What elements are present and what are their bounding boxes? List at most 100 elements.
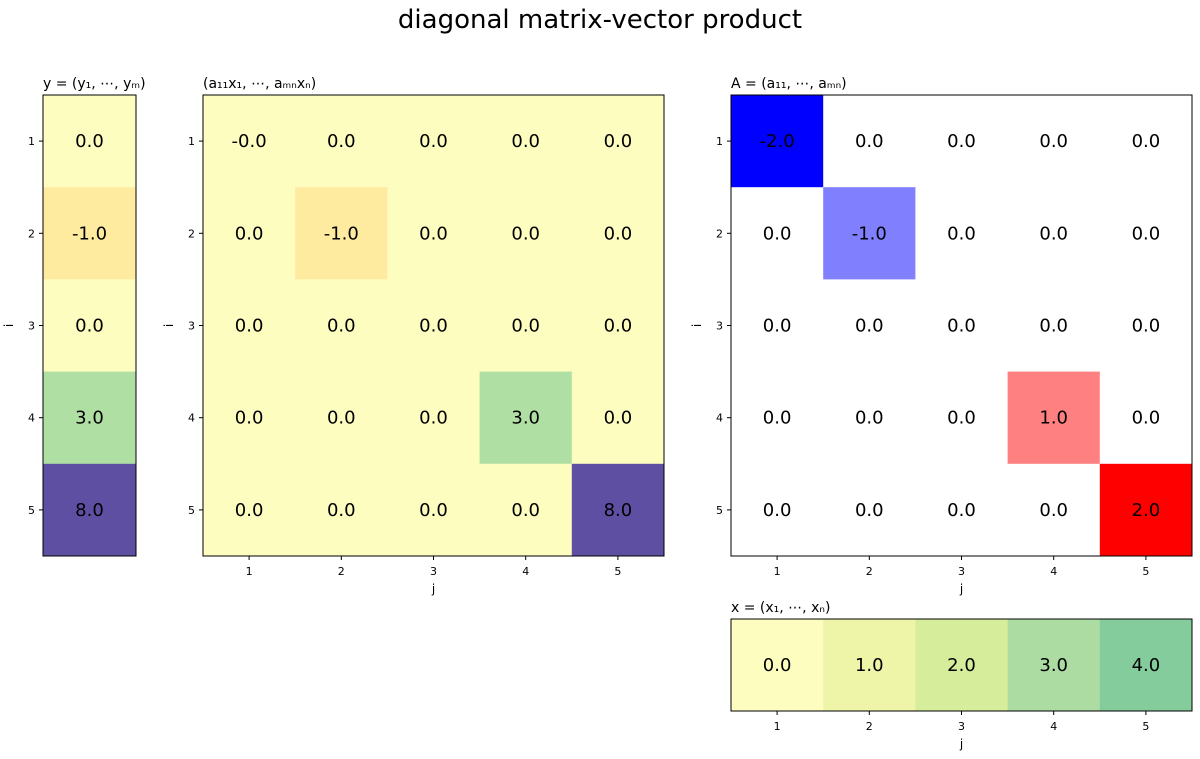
cell-value-label: 0.0	[1132, 223, 1161, 244]
heatmap-cell	[1099, 187, 1193, 280]
heatmap-cell	[203, 95, 296, 188]
heatmap-cell	[387, 371, 481, 465]
heatmap-cell	[1099, 279, 1193, 373]
row-tick-label: 5	[28, 504, 35, 517]
col-tick-label: 1	[774, 720, 781, 733]
heatmap-cell	[823, 619, 916, 712]
heatmap-cell	[571, 371, 665, 465]
x-axis-label: j	[959, 737, 963, 751]
col-tick-label: 3	[958, 720, 965, 733]
heatmap-cell	[731, 95, 824, 188]
heatmap-cell	[295, 371, 388, 465]
cell-value-label: -1.0	[324, 223, 359, 244]
heatmap-cell	[731, 463, 824, 557]
cell-value-label: 0.0	[763, 408, 792, 429]
cell-value-label: -2.0	[760, 131, 795, 152]
heatmap-cell	[43, 95, 137, 188]
row-tick-label: 1	[188, 135, 195, 148]
heatmap-cell	[915, 371, 1009, 465]
cell-value-label: 0.0	[855, 500, 884, 521]
heatmap-cell	[1007, 95, 1101, 188]
heatmap-cell	[823, 279, 916, 373]
heatmap-cell	[571, 279, 665, 373]
heatmap-cell	[295, 463, 388, 557]
cell-value-label: 0.0	[604, 131, 633, 152]
cell-value-label: 8.0	[604, 500, 633, 521]
heatmap-cell	[731, 619, 824, 712]
heatmap-cell	[915, 187, 1009, 280]
cell-value-label: 3.0	[511, 408, 540, 429]
cell-value-label: 0.0	[947, 408, 976, 429]
y-axis-label: i	[2, 324, 16, 327]
cell-value-label: 0.0	[1132, 131, 1161, 152]
cell-value-label: 0.0	[1132, 408, 1161, 429]
cell-value-label: 0.0	[419, 316, 448, 337]
cell-value-label: -1.0	[72, 223, 107, 244]
x-axis-label: j	[959, 582, 963, 596]
cell-value-label: 0.0	[419, 131, 448, 152]
row-tick-label: 3	[28, 320, 35, 333]
cell-value-label: 0.0	[947, 500, 976, 521]
cell-value-label: 0.0	[1039, 500, 1068, 521]
cell-value-label: 0.0	[855, 408, 884, 429]
col-tick-label: 2	[338, 565, 345, 578]
col-tick-label: 3	[430, 565, 437, 578]
panel-ax: -0.0 0.0 0.0 0.0 0.0 0.0 -1.0 0.0 0.0 0.0 0.0 0.0 0.…	[162, 76, 665, 596]
cell-value-label: 2.0	[1132, 500, 1161, 521]
y-axis-label: i	[690, 324, 704, 327]
cell-value-label: 0.0	[604, 408, 633, 429]
cell-value-label: 0.0	[855, 131, 884, 152]
heatmap-cell	[1099, 619, 1193, 712]
row-tick-label: 2	[188, 227, 195, 240]
cell-value-label: 0.0	[75, 316, 104, 337]
cell-value-label: 0.0	[511, 500, 540, 521]
heatmap-cell	[387, 463, 481, 557]
cell-value-label: 0.0	[763, 316, 792, 337]
cell-value-label: 0.0	[419, 500, 448, 521]
heatmap-cell	[295, 279, 388, 373]
heatmap-cell	[479, 279, 573, 373]
heatmap-cell	[1099, 95, 1193, 188]
cell-value-label: 2.0	[947, 655, 976, 676]
heatmap-cell	[203, 279, 296, 373]
col-tick-label: 2	[866, 720, 873, 733]
cell-value-label: 8.0	[75, 500, 104, 521]
heatmap-cell	[203, 463, 296, 557]
heatmap-cell	[1007, 619, 1101, 712]
heatmap-cell	[295, 95, 388, 188]
cell-value-label: 0.0	[419, 408, 448, 429]
panel-title: (a₁₁x₁, ⋯, aₘₙxₙ)	[203, 76, 316, 92]
heatmap-cell	[43, 463, 137, 557]
heatmap-cell	[571, 187, 665, 280]
heatmap-cell	[823, 95, 916, 188]
heatmap-cell	[479, 95, 573, 188]
cell-value-label: 0.0	[235, 408, 264, 429]
heatmap-cell	[479, 187, 573, 280]
heatmap-cell	[1099, 463, 1193, 557]
panel-title: x = (x₁, ⋯, xₙ)	[731, 600, 830, 616]
heatmap-cell	[295, 187, 388, 280]
cell-value-label: -0.0	[232, 131, 267, 152]
heatmap-cell	[1007, 371, 1101, 465]
cell-value-label: 0.0	[235, 316, 264, 337]
cell-value-label: 0.0	[235, 223, 264, 244]
col-tick-label: 4	[1050, 720, 1057, 733]
heatmap-cell	[823, 187, 916, 280]
cell-value-label: 1.0	[1039, 408, 1068, 429]
row-tick-label: 4	[188, 412, 195, 425]
cell-value-label: 1.0	[855, 655, 884, 676]
heatmap-cell	[387, 279, 481, 373]
cell-value-label: 0.0	[947, 131, 976, 152]
heatmap-cell	[1007, 279, 1101, 373]
cell-value-label: -1.0	[852, 223, 887, 244]
cell-value-label: 0.0	[327, 131, 356, 152]
row-tick-label: 2	[716, 227, 723, 240]
heatmap-cell	[731, 279, 824, 373]
heatmap-cell	[571, 463, 665, 557]
col-tick-label: 4	[522, 565, 529, 578]
cell-value-label: 0.0	[855, 316, 884, 337]
row-tick-label: 1	[28, 135, 35, 148]
row-tick-label: 5	[716, 504, 723, 517]
panel-x: 0.0 1.0 2.0 3.0 4.0 x = (x₁, ⋯, xₙ) 1 2 3 4 5 j	[730, 600, 1193, 751]
